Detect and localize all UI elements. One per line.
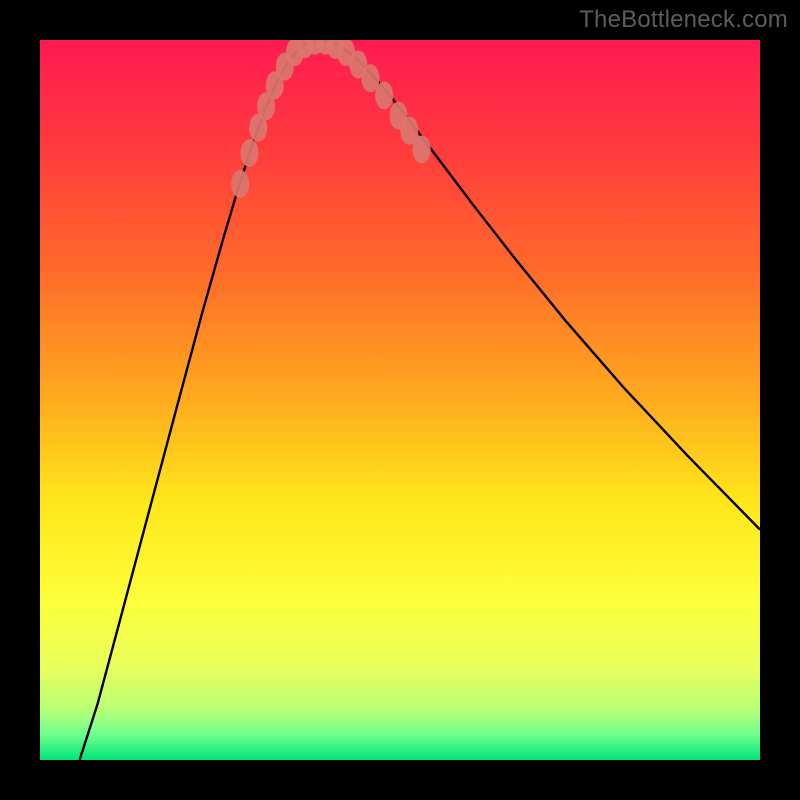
curve-marker [413,135,431,163]
chart-container: TheBottleneck.com [0,0,800,800]
curve-marker [375,81,393,109]
curve-marker [241,139,259,167]
curve-marker [231,170,249,198]
watermark-text: TheBottleneck.com [579,6,788,34]
bottleneck-plot [0,0,800,800]
gradient-area [40,40,760,760]
